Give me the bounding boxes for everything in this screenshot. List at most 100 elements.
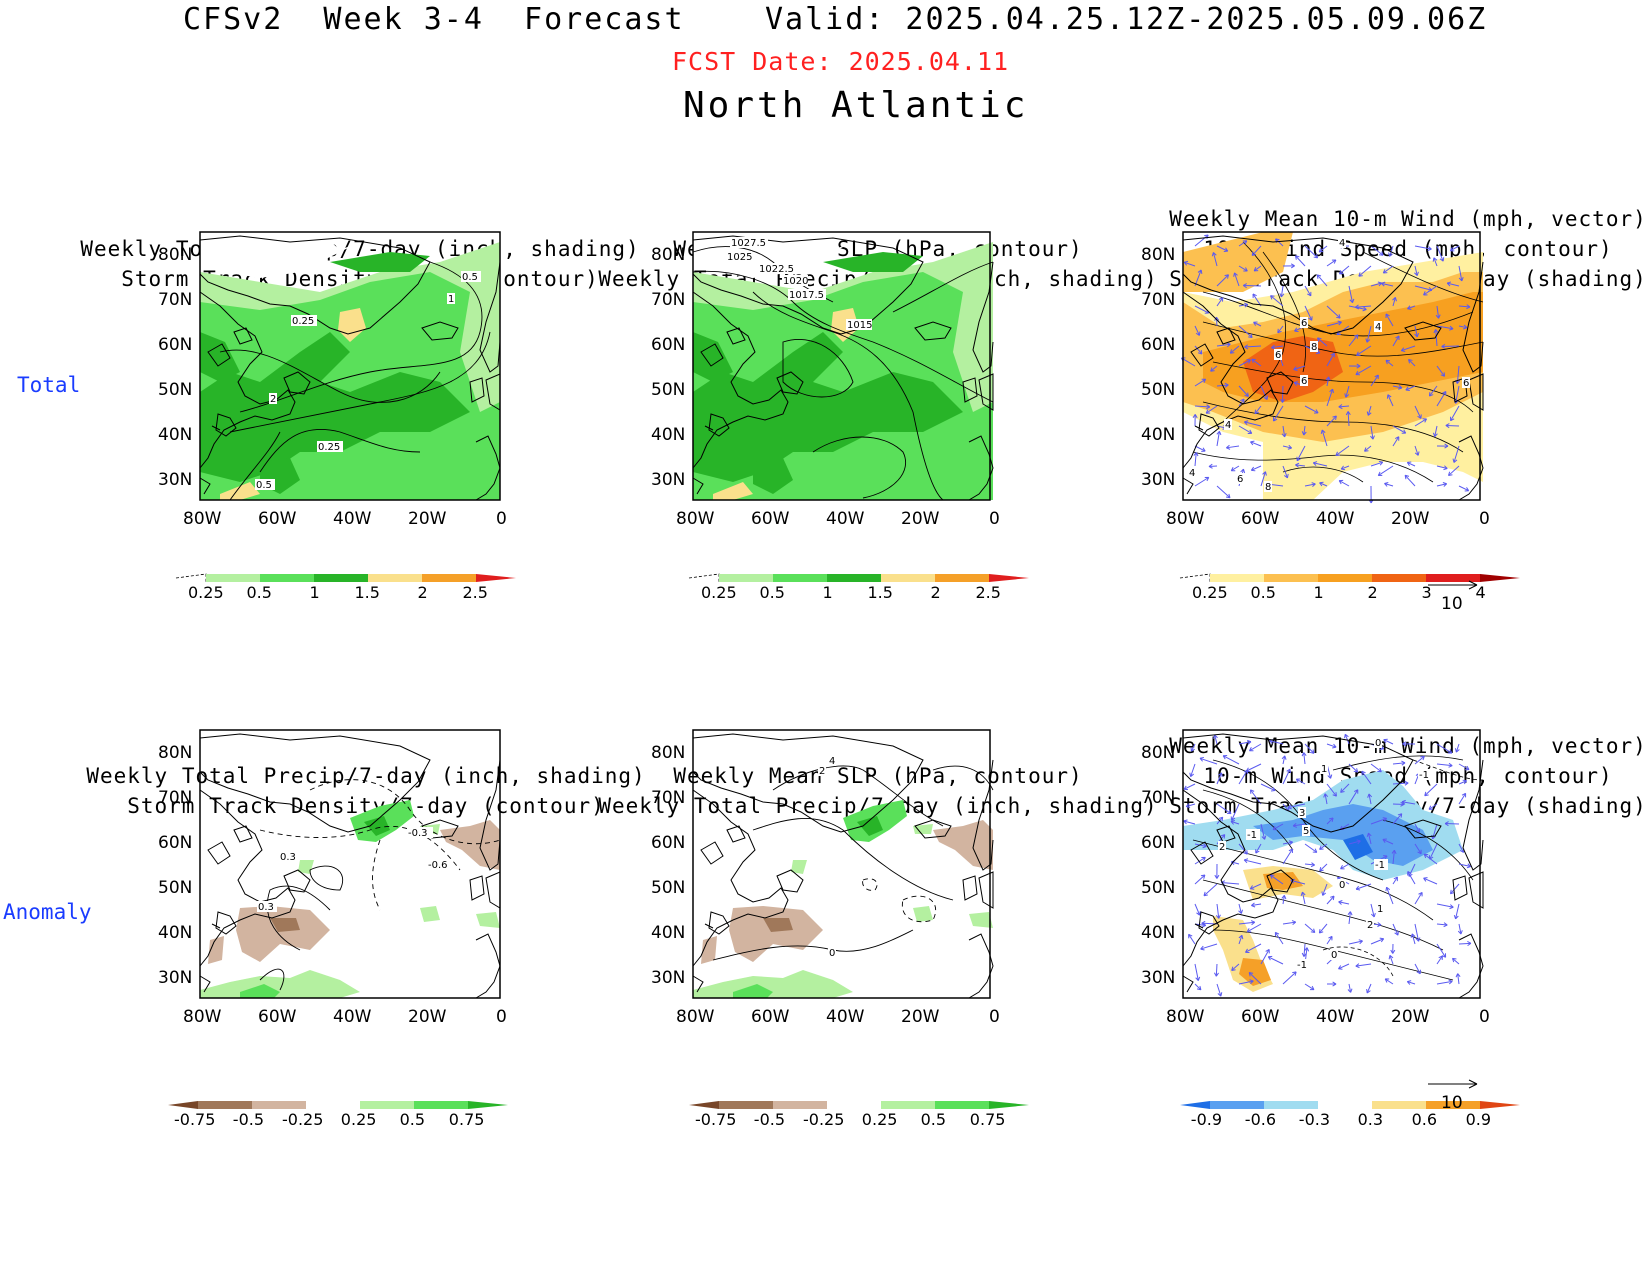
contour-label: 1 — [1377, 904, 1383, 915]
wind-vector-head — [1356, 839, 1361, 845]
wind-vector — [1269, 740, 1284, 745]
wind-vector — [1230, 345, 1240, 354]
contour-label-bg — [1224, 419, 1232, 430]
wind-vector-head — [1358, 939, 1363, 945]
wind-vector-head — [1385, 313, 1390, 318]
wind-vector — [1216, 431, 1220, 447]
lon-tick-label: 20W — [408, 509, 447, 529]
wind-vector-head — [1448, 979, 1453, 985]
wind-vector — [1322, 883, 1328, 896]
wind-vector — [1335, 445, 1350, 456]
colorbar-swatch — [1264, 1101, 1318, 1109]
wind-vector-head — [1327, 774, 1333, 779]
colorbar-tick: 2.5 — [463, 583, 488, 602]
wind-vector — [1222, 755, 1240, 765]
wind-vector — [1436, 483, 1447, 487]
lon-tick-label: 40W — [1316, 1007, 1355, 1027]
wind-vector — [1271, 345, 1284, 349]
wind-vector — [1348, 285, 1354, 303]
contour-label: 1 — [1321, 764, 1327, 775]
contour-label-bg — [1376, 903, 1384, 914]
wind-vector-head — [1243, 420, 1249, 426]
colorbar-tick: -0.75 — [695, 1110, 736, 1129]
wind-vector-head — [1344, 393, 1350, 398]
colorbar-swatch — [1372, 574, 1426, 582]
wind-vector — [1385, 359, 1394, 367]
colorbar-slp-precip-anom: -0.75 -0.5 -0.25 0.25 0.5 0.75 — [689, 1101, 1029, 1129]
wind-vector — [1216, 245, 1228, 252]
wind-vector-head — [1265, 948, 1270, 954]
colorbar-tick: 1 — [823, 583, 833, 602]
wind-vector — [1282, 971, 1297, 985]
lon-tick-label: 60W — [1241, 509, 1280, 529]
wind-vector — [1355, 963, 1372, 967]
wind-vector — [1385, 313, 1394, 327]
wind-vector-head — [1320, 429, 1326, 434]
wind-vector-head — [1272, 417, 1278, 422]
wind-vector-head — [1220, 834, 1226, 839]
wind-vector — [1194, 856, 1206, 865]
wind-vector — [1290, 879, 1306, 885]
wind-vector-head — [1201, 378, 1207, 383]
wind-vector — [1212, 252, 1218, 267]
wind-vector — [1295, 464, 1306, 467]
wind-vector — [1326, 321, 1342, 327]
row-label-anomaly: Anomaly — [3, 900, 92, 924]
contour-label-bg — [1338, 237, 1346, 248]
wind-vector — [1326, 743, 1337, 748]
wind-vector-head — [1223, 247, 1229, 253]
wind-vector-head — [1216, 430, 1222, 436]
wind-vector-head — [1404, 474, 1410, 480]
wind-vector-head — [1196, 985, 1202, 991]
lat-tick-label: 40N — [1141, 425, 1175, 445]
wind-vector — [1414, 285, 1432, 291]
wind-vector-head — [1323, 793, 1329, 798]
wind-vector-head — [1449, 889, 1455, 895]
wind-vector-head — [1382, 838, 1387, 844]
panel-title-5: Weekly Mean SLP (hPa, contour) Weekly Tot… — [598, 764, 1158, 818]
wind-vector-head — [1408, 358, 1413, 364]
wind-vector — [1238, 769, 1248, 785]
contour-label-bg — [1338, 879, 1346, 890]
colorbar-swatch — [206, 574, 260, 582]
colorbar-tick: 1 — [310, 583, 320, 602]
wind-vector — [1383, 265, 1394, 274]
wind-vector — [1238, 398, 1245, 407]
wind-vector-head — [1428, 805, 1434, 810]
wind-vector-head — [1441, 343, 1446, 349]
wind-vector — [1183, 261, 1196, 267]
wind-vector-head — [1377, 471, 1383, 477]
wind-vector — [1447, 282, 1460, 287]
wind-vector — [1238, 265, 1248, 272]
wind-vector — [1339, 265, 1350, 275]
colorbar-tick: 0.75 — [449, 1110, 485, 1129]
lon-tick-label: 80W — [1166, 509, 1205, 529]
wind-vector-head — [1197, 269, 1203, 274]
wind-vector-head — [1243, 858, 1249, 864]
contour-label: 0.5 — [462, 272, 478, 283]
colorbar-swatch — [1426, 574, 1480, 582]
wind-vector — [1392, 923, 1399, 936]
contour-label-bg — [1264, 481, 1272, 492]
wind-vector-head — [1281, 895, 1287, 900]
wind-vector — [1407, 871, 1416, 885]
wind-vector-head — [1358, 272, 1363, 277]
colorbar-wedge-right — [1480, 574, 1520, 582]
wind-vector — [1392, 436, 1400, 447]
wind-vector-head — [1270, 295, 1275, 300]
wind-vector-head — [1224, 382, 1229, 388]
lat-tick-label: 50N — [1141, 380, 1175, 400]
wind-vector-head — [1224, 274, 1230, 279]
wind-vector-head — [1447, 749, 1453, 754]
wind-vector — [1296, 445, 1306, 462]
panel-precip-storm-total — [199, 231, 501, 501]
wind-vector — [1348, 763, 1359, 773]
wind-vector-head — [1347, 988, 1353, 993]
wind-vector — [1370, 938, 1384, 945]
wind-vector — [1282, 445, 1292, 449]
colorbar-swatch — [314, 574, 368, 582]
wind-vector — [1214, 734, 1218, 745]
wind-vector-head — [1332, 981, 1337, 987]
contour-label-bg — [269, 393, 277, 404]
wind-vector-head — [1242, 283, 1247, 289]
